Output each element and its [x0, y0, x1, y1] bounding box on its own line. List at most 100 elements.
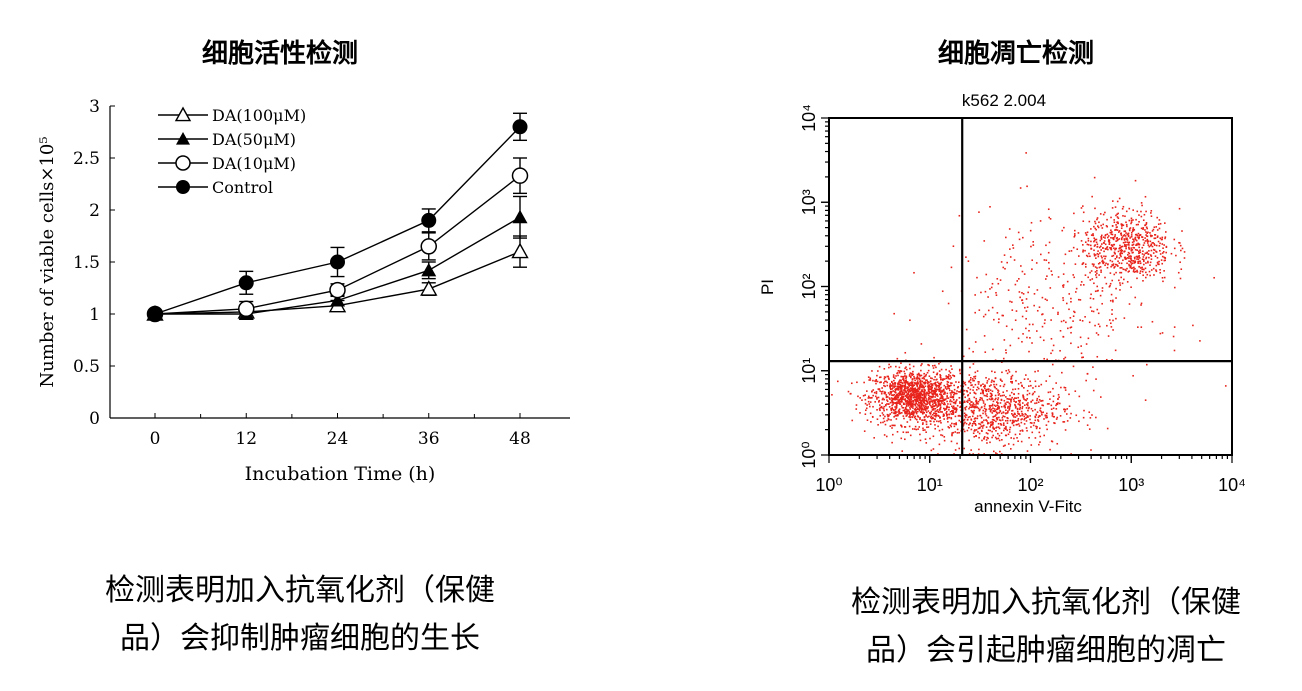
scatter-point: [1047, 208, 1050, 211]
scatter-point: [1000, 432, 1003, 434]
scatter-point: [963, 389, 966, 392]
scatter-point: [927, 388, 930, 391]
scatter-point: [1029, 380, 1031, 383]
scatter-point: [994, 405, 997, 407]
scatter-point: [998, 318, 1000, 320]
scatter-point: [966, 390, 968, 392]
scatter-point: [1127, 243, 1130, 245]
scatter-point: [911, 383, 914, 385]
scatter-point: [1119, 254, 1122, 257]
scatter-point: [891, 427, 893, 429]
scatter-point: [1116, 229, 1119, 231]
scatter-point: [943, 403, 946, 405]
scatter-point: [954, 431, 957, 433]
scatter-point: [1128, 252, 1131, 255]
scatter-point: [1159, 222, 1162, 225]
scatter-point: [917, 407, 919, 410]
scatter-point: [1158, 263, 1160, 266]
scatter-point: [1009, 300, 1011, 303]
scatter-point: [1164, 236, 1167, 238]
scatter-point: [1119, 289, 1121, 291]
scatter-point: [1159, 237, 1162, 240]
scatter-point: [915, 406, 918, 408]
scatter-point: [1014, 419, 1016, 422]
scatter-point: [874, 395, 877, 398]
scatter-point: [1153, 226, 1156, 229]
scatter-point: [900, 379, 902, 382]
scatter-point: [1025, 152, 1027, 154]
scatter-point: [950, 440, 953, 443]
scatter-point: [950, 425, 953, 428]
scatter-point: [916, 384, 919, 387]
scatter-point: [995, 291, 997, 294]
scatter-point: [937, 403, 940, 405]
scatter-point: [1084, 274, 1087, 276]
scatter-point: [980, 291, 982, 294]
scatter-point: [1046, 428, 1048, 431]
scatter-point: [913, 416, 916, 419]
scatter-point: [906, 401, 908, 404]
scatter-point: [918, 409, 921, 412]
scatter-point: [911, 428, 914, 430]
scatter-point: [927, 406, 930, 408]
scatter-point: [1021, 384, 1023, 387]
scatter-point: [894, 382, 896, 384]
scatter-point: [940, 421, 942, 424]
scatter-point: [1087, 239, 1090, 242]
scatter-point: [1173, 247, 1176, 250]
scatter-point: [983, 394, 986, 397]
scatter-point: [908, 410, 910, 413]
scatter-point: [900, 405, 903, 407]
scatter-point: [884, 385, 886, 388]
scatter-point: [1123, 239, 1126, 241]
scatter-point: [886, 403, 888, 405]
scatter-point: [849, 392, 852, 395]
scatter-point: [940, 401, 943, 403]
x-tick-label: 10⁰: [815, 475, 842, 495]
scatter-point: [1051, 415, 1054, 417]
scatter-point: [901, 391, 904, 394]
scatter-point: [865, 407, 868, 410]
scatter-point: [956, 404, 959, 407]
growth-x-tick-label: 0: [150, 429, 161, 449]
scatter-point: [1014, 433, 1017, 436]
scatter-point: [928, 400, 931, 403]
scatter-point: [935, 412, 938, 415]
scatter-point: [1130, 222, 1132, 225]
scatter-point: [948, 387, 950, 390]
scatter-point: [1161, 332, 1164, 334]
scatter-point: [995, 397, 997, 400]
scatter-point: [1088, 411, 1091, 414]
growth-x-tick-label: 48: [509, 429, 531, 449]
scatter-point: [902, 403, 905, 406]
scatter-point: [993, 419, 995, 422]
scatter-point: [1094, 220, 1096, 223]
scatter-point: [1063, 386, 1066, 389]
scatter-point: [1017, 417, 1020, 420]
scatter-point: [869, 401, 872, 403]
scatter-point: [894, 383, 896, 386]
scatter-point: [1057, 276, 1060, 278]
scatter-point: [946, 395, 948, 397]
scatter-point: [1116, 221, 1118, 224]
scatter-point: [892, 390, 895, 392]
scatter-point: [1041, 399, 1043, 402]
scatter-point: [1066, 280, 1069, 283]
scatter-point: [929, 412, 932, 414]
scatter-point: [923, 375, 926, 378]
scatter-point: [888, 393, 891, 396]
scatter-point: [1102, 262, 1105, 265]
scatter-point: [974, 371, 977, 374]
scatter-point: [1008, 409, 1011, 411]
scatter-point: [1068, 250, 1071, 252]
scatter-point: [991, 379, 993, 382]
scatter-point: [1156, 235, 1159, 238]
scatter-point: [1014, 404, 1017, 407]
scatter-point: [973, 391, 976, 394]
scatter-point: [916, 421, 919, 423]
scatter-point: [980, 388, 983, 391]
scatter-point: [1003, 415, 1006, 418]
scatter-point: [949, 403, 952, 405]
scatter-point: [1120, 234, 1123, 236]
scatter-point: [931, 406, 933, 408]
